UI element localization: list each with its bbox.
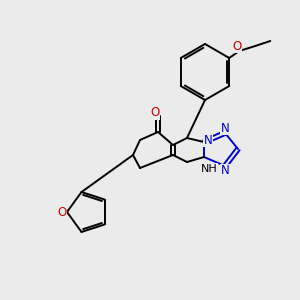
Text: NH: NH [201,164,218,174]
Text: O: O [57,206,67,218]
Text: N: N [204,134,212,146]
Text: N: N [220,164,230,178]
Text: O: O [232,40,242,52]
Text: N: N [220,122,230,134]
Text: O: O [150,106,160,119]
